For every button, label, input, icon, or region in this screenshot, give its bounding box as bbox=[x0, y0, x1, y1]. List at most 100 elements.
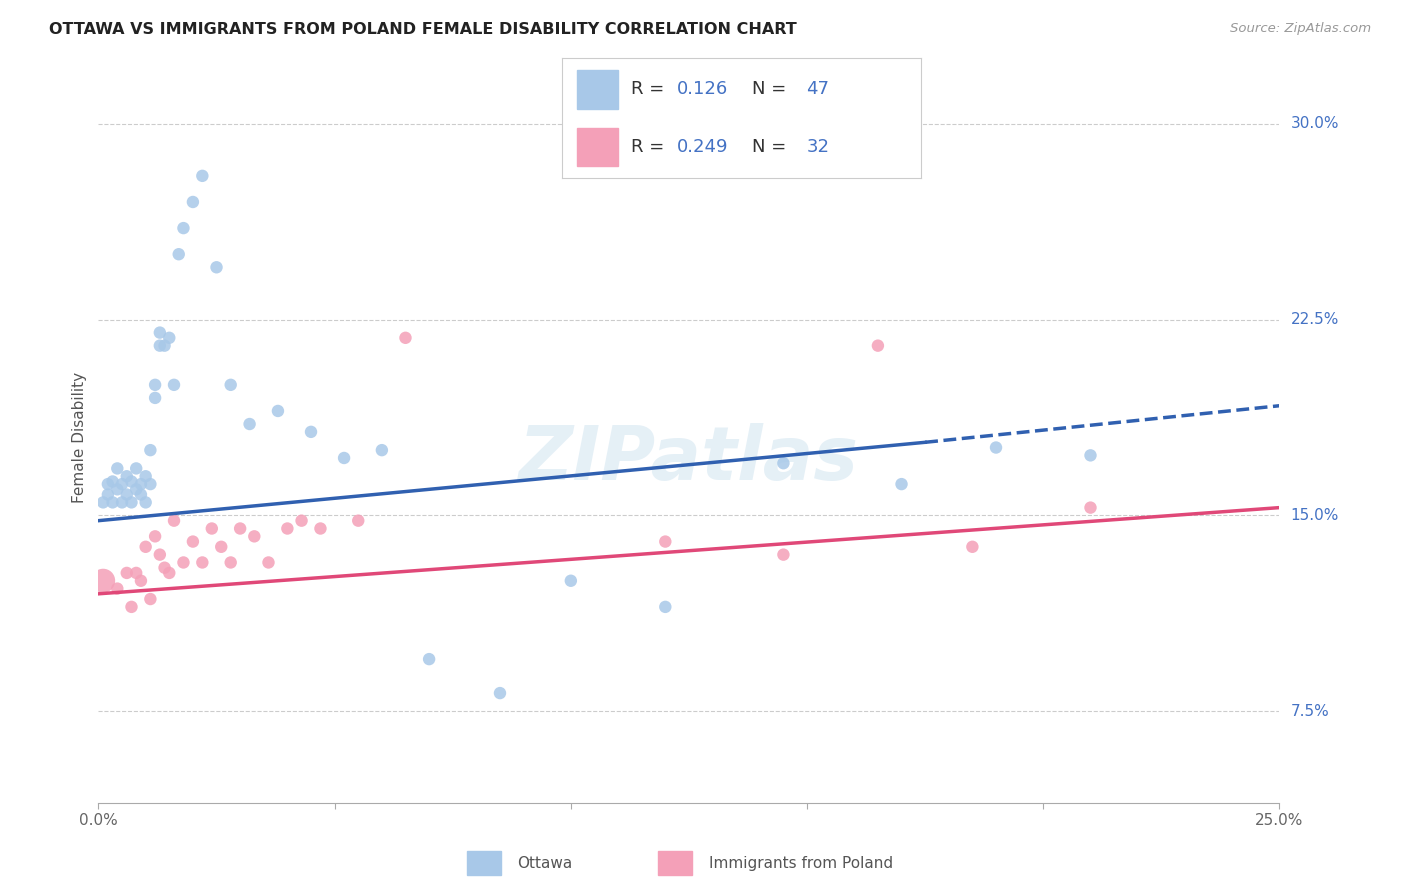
Point bbox=[257, 556, 280, 570]
Point bbox=[191, 169, 214, 183]
Point bbox=[135, 540, 157, 554]
Point bbox=[115, 487, 138, 501]
Point bbox=[418, 652, 440, 666]
Point bbox=[91, 574, 114, 588]
Point bbox=[309, 522, 332, 536]
Text: R =: R = bbox=[630, 80, 669, 98]
Point bbox=[371, 443, 394, 458]
Point bbox=[149, 326, 172, 340]
Point bbox=[105, 461, 128, 475]
Point bbox=[121, 599, 143, 614]
Point bbox=[229, 522, 252, 536]
Point bbox=[143, 391, 166, 405]
Point bbox=[135, 469, 157, 483]
Point bbox=[149, 339, 172, 353]
Text: 22.5%: 22.5% bbox=[1291, 312, 1339, 327]
Point bbox=[181, 194, 204, 209]
Point bbox=[394, 331, 416, 345]
Text: ZIPatlas: ZIPatlas bbox=[519, 423, 859, 496]
Point bbox=[654, 534, 676, 549]
Point bbox=[489, 686, 512, 700]
Point bbox=[299, 425, 322, 439]
Bar bbox=[658, 851, 692, 875]
Point bbox=[139, 592, 162, 607]
Point bbox=[1080, 500, 1102, 515]
Point bbox=[105, 582, 128, 596]
Point bbox=[172, 556, 194, 570]
Text: 30.0%: 30.0% bbox=[1291, 116, 1339, 131]
Point bbox=[191, 556, 214, 570]
Point bbox=[772, 548, 794, 562]
Point bbox=[139, 443, 162, 458]
Point bbox=[239, 417, 262, 431]
Bar bbox=[467, 851, 501, 875]
Text: 0.126: 0.126 bbox=[678, 80, 728, 98]
Text: Source: ZipAtlas.com: Source: ZipAtlas.com bbox=[1230, 22, 1371, 36]
Point bbox=[101, 475, 124, 489]
Point bbox=[101, 495, 124, 509]
Point bbox=[167, 247, 190, 261]
Text: 0.249: 0.249 bbox=[678, 138, 728, 156]
Point bbox=[890, 477, 912, 491]
Point bbox=[115, 566, 138, 580]
Point bbox=[205, 260, 228, 275]
Point bbox=[97, 477, 120, 491]
Point bbox=[772, 456, 794, 470]
Text: N =: N = bbox=[752, 80, 793, 98]
Point bbox=[105, 483, 128, 497]
Text: N =: N = bbox=[752, 138, 793, 156]
Point bbox=[149, 548, 172, 562]
Point bbox=[111, 495, 134, 509]
Point bbox=[290, 514, 312, 528]
Point bbox=[97, 487, 120, 501]
Point bbox=[153, 560, 176, 574]
Point bbox=[347, 514, 370, 528]
Point bbox=[163, 514, 186, 528]
Bar bbox=[576, 70, 619, 109]
Point bbox=[276, 522, 298, 536]
Point bbox=[121, 495, 143, 509]
Point bbox=[267, 404, 290, 418]
Point bbox=[201, 522, 224, 536]
Point bbox=[962, 540, 984, 554]
Point bbox=[560, 574, 582, 588]
Point bbox=[129, 487, 152, 501]
Point bbox=[129, 477, 152, 491]
Text: 15.0%: 15.0% bbox=[1291, 508, 1339, 523]
Point bbox=[143, 377, 166, 392]
Y-axis label: Female Disability: Female Disability bbox=[72, 371, 87, 503]
Point bbox=[172, 221, 194, 235]
Point bbox=[1080, 449, 1102, 463]
Text: Immigrants from Poland: Immigrants from Poland bbox=[709, 855, 893, 871]
Point bbox=[121, 475, 143, 489]
Text: 32: 32 bbox=[806, 138, 830, 156]
Text: R =: R = bbox=[630, 138, 669, 156]
Point bbox=[181, 534, 204, 549]
Point bbox=[333, 450, 356, 465]
Point bbox=[243, 529, 266, 543]
Point bbox=[163, 377, 186, 392]
Text: Ottawa: Ottawa bbox=[517, 855, 572, 871]
Point bbox=[984, 441, 1007, 455]
Point bbox=[219, 556, 242, 570]
Text: 7.5%: 7.5% bbox=[1291, 704, 1329, 719]
Point bbox=[157, 331, 180, 345]
Point bbox=[153, 339, 176, 353]
Point bbox=[125, 461, 148, 475]
Bar bbox=[576, 128, 619, 166]
Point bbox=[115, 469, 138, 483]
Text: 47: 47 bbox=[806, 80, 830, 98]
Point bbox=[654, 599, 676, 614]
Point bbox=[125, 566, 148, 580]
Point bbox=[91, 495, 114, 509]
Point bbox=[135, 495, 157, 509]
Point bbox=[866, 339, 889, 353]
Point bbox=[125, 483, 148, 497]
Text: OTTAWA VS IMMIGRANTS FROM POLAND FEMALE DISABILITY CORRELATION CHART: OTTAWA VS IMMIGRANTS FROM POLAND FEMALE … bbox=[49, 22, 797, 37]
Point bbox=[209, 540, 232, 554]
Point bbox=[219, 377, 242, 392]
Point bbox=[157, 566, 180, 580]
Point bbox=[143, 529, 166, 543]
Point bbox=[129, 574, 152, 588]
Point bbox=[111, 477, 134, 491]
